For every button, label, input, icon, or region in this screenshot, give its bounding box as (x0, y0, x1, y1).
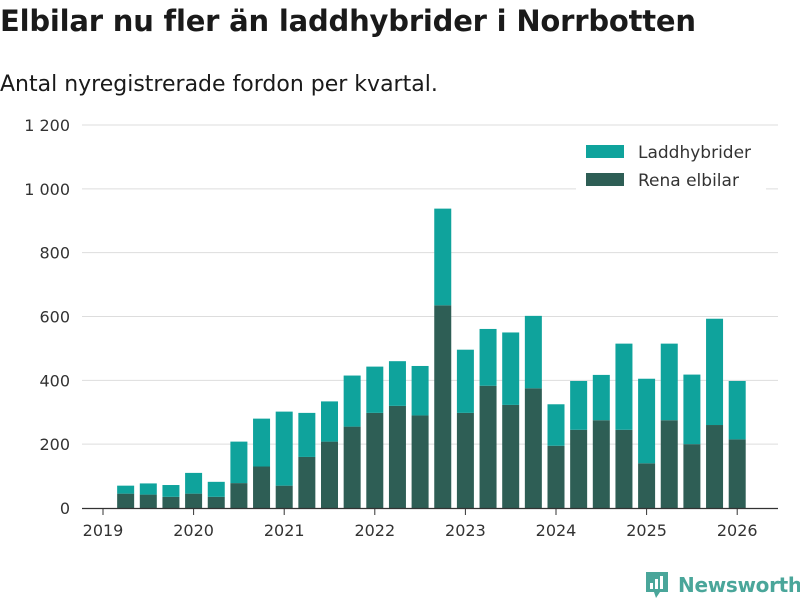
bar-laddhybrider-2019-Q3 (139, 483, 157, 495)
bar-rena-elbilar-2019-Q4 (162, 496, 180, 508)
bar-rena-elbilar-2026-Q1 (728, 439, 746, 508)
x-tick-label: 2019 (83, 521, 124, 540)
bar-laddhybrider-2020-Q3 (230, 441, 248, 484)
y-axis-ticks: 0 200 400 600 800 1 000 1 200 (24, 116, 70, 518)
x-axis: 2019 2020 2021 2022 2023 2024 2025 2026 (82, 507, 778, 540)
bar-laddhybrider-2022-Q2 (388, 361, 406, 406)
legend-swatch-laddhybrider (586, 145, 624, 158)
bar-rena-elbilar-2020-Q2 (207, 496, 225, 508)
bar-laddhybrider-2023-Q2 (479, 328, 497, 386)
bar-rena-elbilar-2022-Q2 (388, 405, 406, 508)
bar-rena-elbilar-2020-Q4 (253, 466, 271, 508)
bar-laddhybrider-2024-Q2 (570, 380, 588, 430)
bar-laddhybrider-2023-Q4 (524, 315, 542, 389)
bar-rena-elbilar-2022-Q4 (434, 305, 452, 508)
stacked-bar-chart: 0 200 400 600 800 1 000 1 200 2019 2020 2021 2022… (24, 116, 778, 540)
legend-label-laddhybrider: Laddhybrider (638, 143, 751, 163)
bar-laddhybrider-2023-Q3 (502, 332, 520, 405)
bar-laddhybrider-2025-Q1 (638, 378, 656, 464)
y-tick-label: 1 200 (24, 116, 70, 135)
bar-rena-elbilar-2023-Q4 (524, 388, 542, 508)
bar-laddhybrider-2026-Q1 (728, 380, 746, 440)
bar-laddhybrider-2025-Q4 (706, 318, 724, 426)
x-tick-label: 2021 (264, 521, 305, 540)
chart-subtitle: Antal nyregistrerade fordon per kvartal. (0, 72, 438, 97)
bar-rena-elbilar-2025-Q2 (660, 420, 678, 508)
x-tick-label: 2023 (445, 521, 486, 540)
newsworthy-logo: Newsworthy (644, 568, 800, 602)
bar-laddhybrider-2022-Q1 (366, 366, 384, 413)
bar-laddhybrider-2022-Q3 (411, 365, 429, 416)
bar-rena-elbilar-2023-Q3 (502, 404, 520, 508)
bar-laddhybrider-2021-Q2 (298, 412, 316, 457)
y-tick-label: 1 000 (24, 180, 70, 199)
legend: Laddhybrider Rena elbilar (576, 139, 766, 191)
legend-label-rena-elbilar: Rena elbilar (638, 171, 739, 191)
bar-laddhybrider-2021-Q4 (343, 375, 361, 427)
x-tick-label: 2024 (536, 521, 577, 540)
y-tick-label: 200 (39, 435, 70, 454)
bar-laddhybrider-2021-Q1 (275, 411, 293, 486)
bar-laddhybrider-2024-Q4 (615, 343, 633, 430)
y-tick-label: 600 (39, 308, 70, 327)
bar-rena-elbilar-2022-Q1 (366, 412, 384, 508)
bar-rena-elbilar-2023-Q1 (456, 412, 474, 508)
bar-laddhybrider-2020-Q1 (185, 472, 203, 494)
y-tick-label: 800 (39, 244, 70, 263)
bar-laddhybrider-2022-Q4 (434, 208, 452, 306)
bar-laddhybrider-2023-Q1 (456, 349, 474, 413)
x-tick-label: 2020 (173, 521, 214, 540)
bar-rena-elbilar-2019-Q3 (139, 494, 157, 508)
bar-laddhybrider-2019-Q4 (162, 485, 180, 497)
bar-laddhybrider-2025-Q3 (683, 374, 701, 445)
bar-rena-elbilar-2019-Q2 (117, 493, 135, 508)
legend-swatch-rena-elbilar (586, 173, 624, 186)
chart-title: Elbilar nu fler än laddhybrider i Norrbo… (0, 4, 696, 38)
bar-rena-elbilar-2021-Q4 (343, 426, 361, 508)
bar-rena-elbilar-2020-Q3 (230, 483, 248, 508)
bar-rena-elbilar-2024-Q4 (615, 429, 633, 508)
bar-rena-elbilar-2022-Q3 (411, 415, 429, 508)
gridlines (82, 124, 778, 445)
bar-laddhybrider-2020-Q2 (207, 481, 225, 497)
bar-laddhybrider-2021-Q3 (321, 401, 338, 442)
bar-laddhybrider-2024-Q3 (592, 374, 610, 421)
bar-rena-elbilar-2021-Q1 (275, 485, 293, 508)
bar-laddhybrider-2019-Q2 (117, 485, 135, 494)
x-tick-label: 2026 (717, 521, 758, 540)
x-tick-label: 2025 (626, 521, 667, 540)
bar-rena-elbilar-2024-Q1 (547, 445, 565, 508)
bar-rena-elbilar-2021-Q3 (321, 441, 338, 508)
bar-rena-elbilar-2024-Q2 (570, 429, 588, 508)
bars (117, 208, 746, 508)
bar-rena-elbilar-2020-Q1 (185, 493, 203, 508)
x-tick-label: 2022 (354, 521, 395, 540)
bar-rena-elbilar-2025-Q4 (706, 425, 724, 508)
y-tick-label: 400 (39, 371, 70, 390)
bar-laddhybrider-2024-Q1 (547, 404, 565, 446)
bar-rena-elbilar-2025-Q1 (638, 463, 656, 508)
brand-name: Newsworthy (678, 573, 800, 597)
bar-rena-elbilar-2024-Q3 (592, 420, 610, 508)
bar-laddhybrider-2020-Q4 (253, 418, 271, 467)
bar-rena-elbilar-2021-Q2 (298, 456, 316, 508)
bar-laddhybrider-2025-Q2 (660, 343, 678, 421)
y-tick-label: 0 (60, 499, 70, 518)
bar-rena-elbilar-2023-Q2 (479, 385, 497, 508)
bar-rena-elbilar-2025-Q3 (683, 444, 701, 508)
newsworthy-chart-icon (646, 572, 668, 598)
